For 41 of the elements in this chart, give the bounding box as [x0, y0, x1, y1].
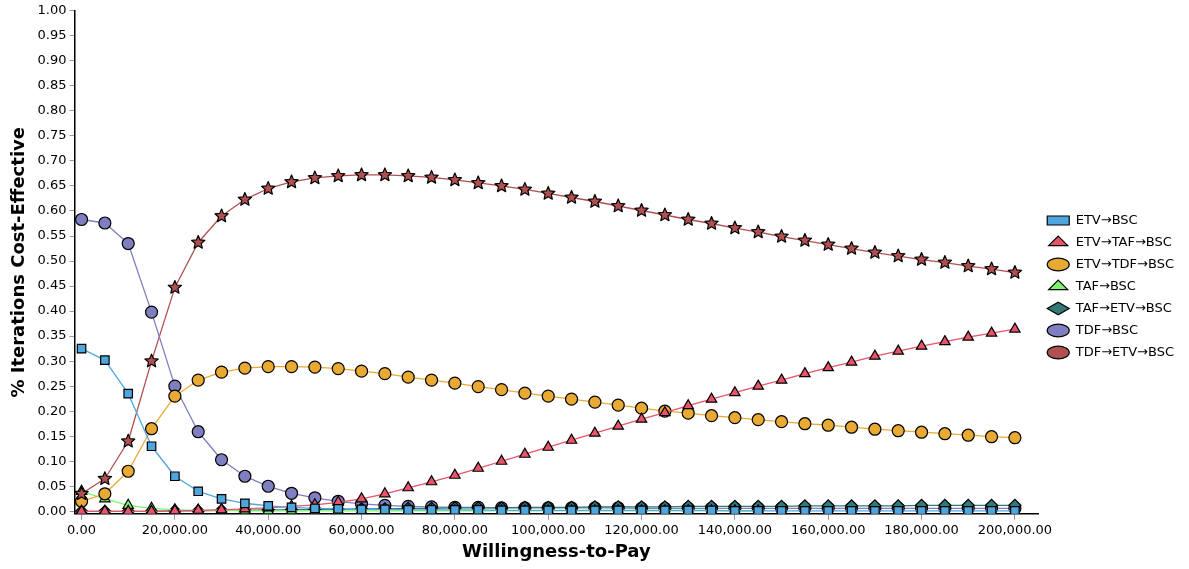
y-tick-label: 0.80 — [37, 102, 67, 118]
y-tick-label: 0.55 — [37, 227, 67, 243]
y-tick-label: 0.25 — [37, 377, 67, 393]
x-tick-label: 60,000.00 — [328, 521, 395, 537]
y-tick-label: 0.35 — [37, 327, 67, 343]
y-tick-label: 0.70 — [37, 152, 67, 168]
y-tick-label: 0.30 — [37, 352, 67, 368]
y-tick-label: 0.05 — [37, 477, 67, 493]
x-tick-label: 120,000.00 — [604, 521, 679, 537]
x-tick-label: 140,000.00 — [697, 521, 773, 537]
y-tick-label: 0.15 — [37, 427, 67, 443]
y-tick-label: 0.40 — [37, 302, 67, 318]
y-tick-label: 0.10 — [37, 452, 67, 468]
x-tick-label: 40,000.00 — [235, 521, 302, 537]
x-tick-label: 0.00 — [67, 521, 97, 537]
y-tick-label: 0.85 — [37, 77, 67, 93]
legend-label: ETV→TAF→BSC — [1075, 233, 1172, 249]
y-tick-label: 0.45 — [37, 277, 67, 293]
y-tick-label: 0.95 — [37, 27, 67, 43]
legend-label: ETV→BSC — [1075, 211, 1138, 227]
x-tick-label: 200,000.00 — [977, 521, 1053, 537]
x-tick-label: 180,000.00 — [884, 521, 959, 537]
y-tick-label: 0.90 — [37, 52, 67, 68]
y-tick-label: 0.75 — [37, 127, 67, 143]
y-axis-title: % Iterations Cost-Effective — [7, 127, 29, 398]
x-tick-label: 100,000.00 — [511, 521, 586, 537]
y-tick-label: 0.00 — [37, 502, 67, 518]
y-tick-label: 0.50 — [37, 252, 67, 268]
x-axis-title: Willingness-to-Pay — [462, 539, 651, 561]
x-tick-label: 20,000.00 — [141, 521, 208, 537]
legend-label: TDF→ETV→BSC — [1074, 343, 1174, 359]
legend-label: TAF→ETV→BSC — [1074, 299, 1172, 315]
y-tick-label: 0.20 — [37, 402, 67, 418]
legend-label: TAF→BSC — [1074, 277, 1136, 293]
x-tick-label: 80,000.00 — [421, 521, 488, 537]
y-tick-label: 0.60 — [37, 202, 67, 218]
x-tick-label: 160,000.00 — [791, 521, 866, 537]
y-tick-label: 0.65 — [37, 177, 67, 193]
legend-label: ETV→TDF→BSC — [1075, 255, 1174, 271]
y-tick-label: 1.00 — [37, 2, 67, 18]
legend-label: TDF→BSC — [1074, 321, 1139, 337]
